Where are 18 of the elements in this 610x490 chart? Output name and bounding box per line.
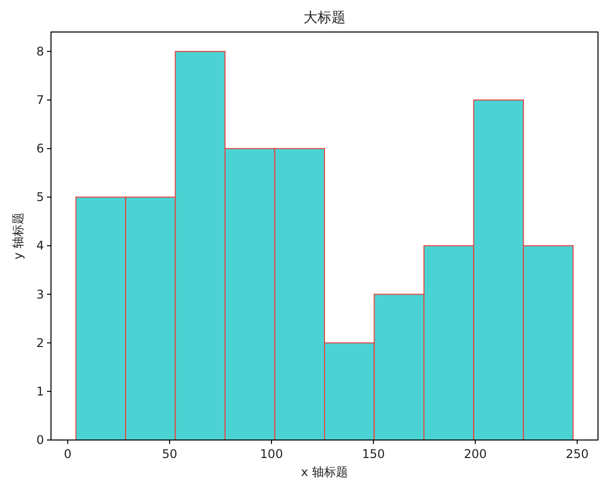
y-axis-title: y 轴标题: [11, 212, 25, 260]
x-tick-label: 250: [566, 447, 589, 461]
x-tick-label: 150: [362, 447, 385, 461]
x-tick-label: 50: [162, 447, 178, 461]
y-tick-label: 7: [36, 93, 44, 107]
y-tick-label: 4: [36, 238, 44, 253]
y-tick-label: 5: [36, 190, 44, 204]
x-axis-title: x 轴标题: [301, 465, 348, 479]
y-tick-label: 0: [36, 433, 44, 447]
y-tick-label: 8: [36, 44, 44, 58]
y-tick-label: 1: [36, 384, 44, 398]
x-tick-label: 100: [260, 447, 283, 461]
chart-title: 大标题: [304, 10, 346, 26]
y-tick-label: 3: [36, 287, 44, 302]
y-tick-label: 6: [36, 142, 44, 156]
x-tick-label: 200: [464, 447, 487, 461]
y-tick-label: 2: [36, 336, 44, 350]
x-tick-label: 0: [64, 447, 72, 461]
